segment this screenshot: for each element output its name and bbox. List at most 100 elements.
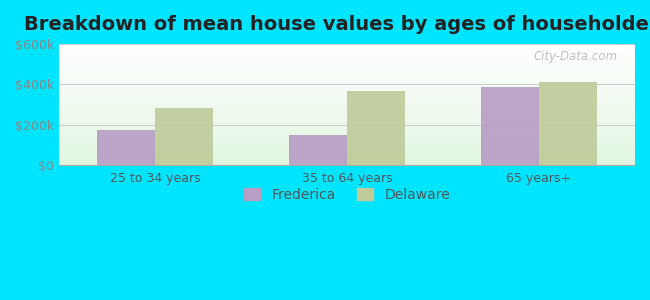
Bar: [59, 71, 635, 72]
Bar: [59, 93, 635, 94]
Bar: [59, 163, 635, 164]
Bar: [59, 144, 635, 145]
Bar: [59, 122, 635, 123]
Bar: [59, 99, 635, 100]
Bar: [59, 161, 635, 162]
Bar: [59, 129, 635, 130]
Bar: [59, 92, 635, 93]
Bar: [59, 76, 635, 77]
Bar: [59, 83, 635, 84]
Bar: [59, 150, 635, 151]
Bar: [347, 91, 404, 165]
Bar: [59, 50, 635, 51]
Bar: [59, 70, 635, 71]
Bar: [59, 97, 635, 98]
Bar: [59, 136, 635, 137]
Bar: [59, 56, 635, 57]
Bar: [59, 63, 635, 64]
Bar: [59, 121, 635, 122]
Bar: [59, 115, 635, 116]
Bar: [59, 77, 635, 78]
Bar: [59, 125, 635, 126]
Bar: [59, 51, 635, 52]
Bar: [59, 95, 635, 96]
Bar: [59, 74, 635, 75]
Bar: [59, 81, 635, 82]
Bar: [59, 142, 635, 143]
Bar: [59, 86, 635, 87]
Bar: [59, 146, 635, 147]
Bar: [59, 106, 635, 107]
Bar: [59, 112, 635, 113]
Bar: [59, 159, 635, 160]
Bar: [59, 68, 635, 69]
Bar: [59, 155, 635, 156]
Bar: [59, 85, 635, 86]
Bar: [59, 59, 635, 60]
Bar: [59, 160, 635, 161]
Bar: [59, 53, 635, 54]
Legend: Frederica, Delaware: Frederica, Delaware: [237, 181, 457, 209]
Bar: [59, 66, 635, 67]
Bar: [59, 123, 635, 124]
Bar: [59, 61, 635, 62]
Bar: [59, 132, 635, 133]
Bar: [59, 91, 635, 92]
Bar: [59, 151, 635, 152]
Bar: [155, 108, 213, 165]
Bar: [59, 157, 635, 158]
Bar: [59, 127, 635, 128]
Bar: [59, 108, 635, 109]
Bar: [59, 118, 635, 119]
Bar: [59, 114, 635, 115]
Bar: [59, 64, 635, 65]
Bar: [539, 82, 597, 165]
Bar: [59, 57, 635, 58]
Bar: [59, 52, 635, 53]
Bar: [59, 62, 635, 63]
Bar: [59, 67, 635, 68]
Bar: [59, 147, 635, 148]
Bar: [98, 130, 155, 165]
Bar: [59, 113, 635, 114]
Bar: [59, 84, 635, 85]
Bar: [59, 133, 635, 134]
Bar: [59, 145, 635, 146]
Bar: [59, 143, 635, 144]
Bar: [59, 119, 635, 120]
Bar: [289, 135, 347, 165]
Bar: [59, 158, 635, 159]
Bar: [59, 109, 635, 110]
Bar: [59, 116, 635, 117]
Bar: [59, 130, 635, 131]
Bar: [59, 149, 635, 150]
Bar: [59, 61, 635, 62]
Bar: [59, 156, 635, 157]
Bar: [59, 162, 635, 163]
Bar: [59, 58, 635, 59]
Bar: [59, 87, 635, 88]
Bar: [59, 69, 635, 70]
Bar: [59, 79, 635, 80]
Bar: [59, 140, 635, 141]
Bar: [59, 100, 635, 101]
Bar: [59, 138, 635, 139]
Bar: [59, 134, 635, 135]
Bar: [59, 82, 635, 83]
Bar: [482, 87, 539, 165]
Bar: [59, 48, 635, 49]
Bar: [59, 96, 635, 97]
Bar: [59, 75, 635, 76]
Bar: [59, 65, 635, 66]
Bar: [59, 107, 635, 108]
Bar: [59, 139, 635, 140]
Bar: [59, 49, 635, 50]
Bar: [59, 164, 635, 165]
Bar: [59, 141, 635, 142]
Bar: [59, 94, 635, 95]
Bar: [59, 46, 635, 47]
Bar: [59, 110, 635, 111]
Bar: [59, 137, 635, 138]
Bar: [59, 148, 635, 149]
Bar: [59, 98, 635, 99]
